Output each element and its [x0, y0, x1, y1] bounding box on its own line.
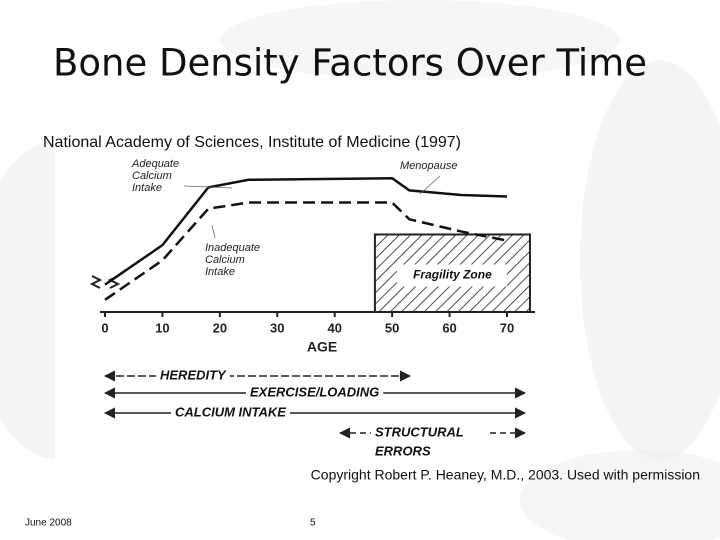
subtitle: National Academy of Sciences, Institute …	[43, 134, 461, 151]
annotation: Calcium	[132, 170, 172, 182]
factor-label-bg	[246, 385, 384, 401]
factor-label-part: ERRORS	[375, 443, 431, 458]
curve	[104, 201, 508, 301]
annotation: Inadequate	[205, 242, 260, 254]
factor-label-part: STRUCTURAL	[375, 424, 464, 439]
x-tick-label: 50	[385, 320, 399, 335]
annotation: Calcium	[205, 254, 245, 266]
factor-label: HEREDITY	[160, 367, 227, 382]
x-tick-label: 20	[213, 320, 227, 335]
x-axis-label: AGE	[307, 339, 337, 355]
page-number: 5	[310, 518, 316, 529]
zone-label: Fragility Zone	[413, 268, 492, 282]
annotation-arrow	[211, 224, 216, 239]
slide-title: Bone Density Factors Over Time	[53, 42, 647, 85]
curve	[104, 176, 508, 286]
annotation: Adequate	[131, 158, 179, 170]
annotation: Intake	[132, 182, 162, 194]
x-tick-label: 70	[500, 320, 514, 335]
date: June 2008	[25, 518, 72, 529]
annotation-arrow	[419, 175, 441, 195]
annotation: Menopause	[400, 160, 458, 172]
copyright: Copyright Robert P. Heaney, M.D., 2003. …	[311, 467, 700, 483]
zone-label-bg	[396, 264, 507, 287]
factor-label-bg	[171, 405, 290, 421]
x-tick-label: 60	[442, 320, 456, 335]
factor-label-bg	[371, 425, 487, 441]
x-tick-label: 30	[270, 320, 284, 335]
annotation-arrow	[183, 185, 233, 189]
x-tick-label: 0	[101, 320, 108, 335]
factor-label-bg	[156, 368, 230, 384]
annotation: Intake	[205, 266, 235, 278]
x-tick-label: 40	[327, 320, 341, 335]
factor-label: EXERCISE/LOADING	[250, 384, 379, 399]
x-tick-label: 10	[155, 320, 169, 335]
factor-label: CALCIUM INTAKE	[175, 404, 286, 419]
